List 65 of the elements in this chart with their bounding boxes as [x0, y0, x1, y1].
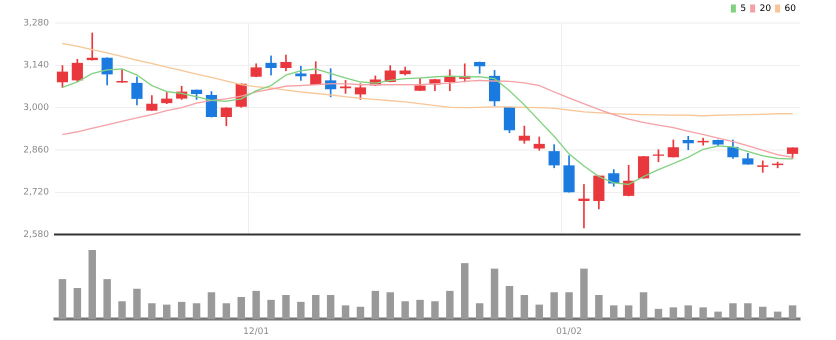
bar	[297, 302, 305, 320]
bar	[222, 303, 230, 320]
bar	[163, 304, 170, 320]
bar	[192, 303, 200, 320]
x-tick-label: 01/02	[556, 326, 582, 337]
candlestick	[116, 70, 128, 83]
bar	[208, 292, 216, 320]
legend-label: 20	[760, 4, 772, 14]
candlestick	[340, 80, 352, 94]
bar	[788, 305, 796, 320]
y-tick-label: 2,720	[23, 188, 50, 198]
bar	[74, 288, 82, 320]
y-tick-label: 3,280	[23, 18, 50, 28]
bar	[431, 301, 439, 320]
bar	[506, 286, 514, 320]
bar	[238, 297, 245, 320]
bar	[267, 300, 275, 320]
bar	[744, 303, 752, 320]
bar	[461, 263, 468, 320]
bar	[252, 290, 260, 320]
legend-label: 5	[740, 4, 746, 14]
bar	[714, 312, 722, 320]
bar	[133, 288, 141, 320]
y-tick-label: 2,580	[23, 230, 50, 240]
bar	[699, 307, 707, 320]
bar	[386, 292, 394, 320]
bar	[536, 304, 543, 320]
candlestick	[265, 56, 277, 76]
bar	[103, 279, 111, 320]
bar	[670, 307, 678, 320]
bar	[729, 303, 737, 320]
bar	[118, 301, 126, 320]
bar	[372, 290, 380, 320]
y-tick-label: 3,000	[23, 102, 50, 113]
bar	[684, 305, 692, 320]
bar	[356, 306, 364, 320]
bar	[312, 294, 320, 320]
bar	[282, 294, 290, 320]
bar	[490, 268, 498, 320]
bar	[610, 305, 618, 320]
bar	[550, 292, 558, 320]
bar	[565, 292, 573, 320]
bar	[654, 308, 662, 320]
x-tick-label: 12/01	[243, 326, 270, 337]
bar	[178, 302, 186, 320]
bar	[640, 292, 648, 320]
bar	[342, 305, 350, 320]
bar	[326, 294, 334, 320]
bar	[401, 301, 409, 320]
bar	[476, 303, 484, 320]
bar	[148, 303, 156, 320]
bar	[520, 294, 528, 320]
bar	[416, 300, 424, 320]
bar	[759, 306, 766, 320]
y-tick-label: 3,140	[23, 60, 50, 71]
bar	[774, 312, 782, 320]
bar	[446, 290, 454, 320]
bar	[595, 294, 603, 320]
bar	[88, 250, 96, 320]
bar	[58, 279, 66, 320]
legend-label: 60	[784, 4, 796, 14]
bar	[624, 305, 632, 320]
y-tick-label: 2,860	[23, 145, 50, 156]
bar	[580, 268, 588, 320]
candlestick	[578, 184, 590, 228]
